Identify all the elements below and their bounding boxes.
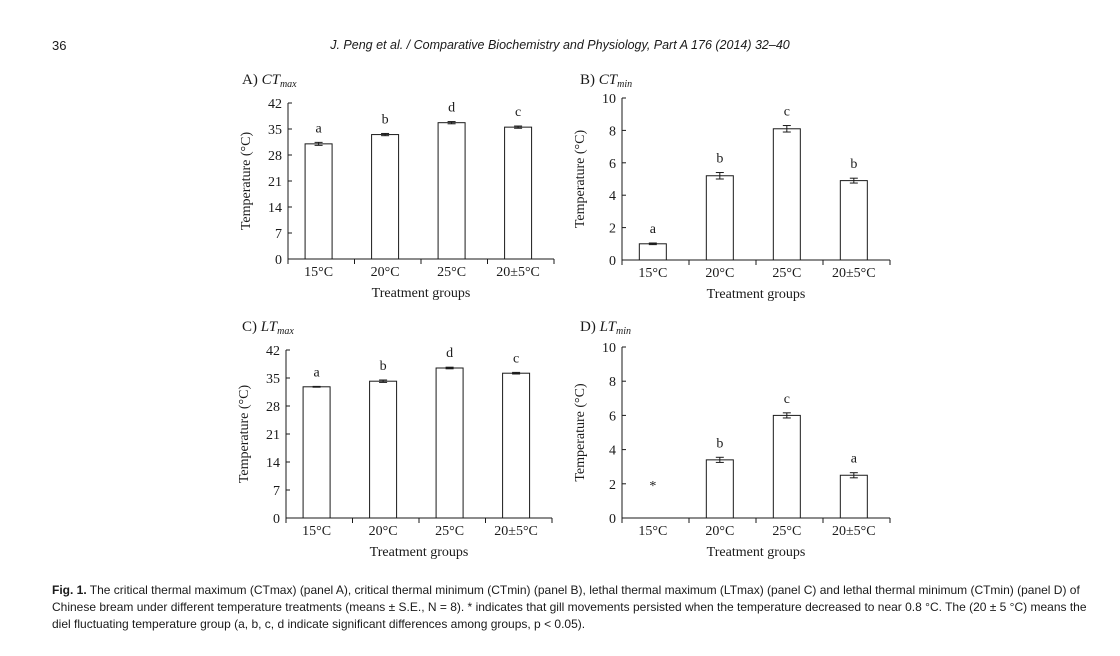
category-label: 25°C <box>435 524 464 539</box>
y-tick-label: 4 <box>609 189 616 204</box>
y-tick-label: 0 <box>609 254 616 269</box>
significance-letter: a <box>650 222 657 237</box>
y-tick-label: 6 <box>609 409 616 424</box>
bar <box>705 175 734 261</box>
caption-label: Fig. 1. <box>52 583 87 597</box>
y-tick-label: 42 <box>266 344 280 359</box>
category-label: 15°C <box>638 266 667 281</box>
category-label: 20±5°C <box>832 266 876 281</box>
bar <box>504 126 533 260</box>
bar <box>839 180 868 261</box>
bar <box>705 459 734 519</box>
category-label: 25°C <box>772 266 801 281</box>
y-tick-label: 0 <box>273 512 280 527</box>
chart-panel-2: B) CTmin 0 2 4 6 8 10 Temperature (°C) Treatment… <box>573 72 891 302</box>
y-tick-label: 35 <box>266 372 280 387</box>
significance-letter: c <box>784 392 790 407</box>
bar <box>371 134 400 260</box>
y-tick-label: 28 <box>268 149 282 164</box>
y-tick-label: 2 <box>609 222 616 237</box>
significance-letter: d <box>448 101 455 116</box>
page-number: 36 <box>52 38 67 53</box>
significance-letter: c <box>515 105 521 120</box>
bar <box>638 243 667 261</box>
y-axis-label: Temperature (°C) <box>239 132 254 231</box>
category-label: 20°C <box>371 265 400 280</box>
significance-letter: b <box>716 152 723 167</box>
panel-title: B) CTmin <box>580 72 632 90</box>
category-label: 15°C <box>304 265 333 280</box>
running-head: J. Peng et al. / Comparative Biochemistr… <box>330 38 790 52</box>
significance-letter: b <box>716 436 723 451</box>
y-tick-label: 21 <box>266 428 280 443</box>
y-tick-label: 8 <box>609 375 616 390</box>
y-tick-label: 0 <box>275 253 282 268</box>
category-label: 15°C <box>302 524 331 539</box>
bar <box>772 128 801 261</box>
bar <box>435 367 464 519</box>
bar <box>772 414 801 519</box>
x-axis-label: Treatment groups <box>370 545 469 560</box>
significance-letter: c <box>513 351 519 366</box>
category-label: 20°C <box>369 524 398 539</box>
y-tick-label: 0 <box>609 512 616 527</box>
significance-letter: b <box>850 157 857 172</box>
panel-title: A) CTmax <box>242 72 297 90</box>
significance-letter: b <box>380 359 387 374</box>
category-label: 20°C <box>705 524 734 539</box>
y-axis-label: Temperature (°C) <box>573 130 588 229</box>
caption-text: The critical thermal maximum (CTmax) (pa… <box>52 583 1087 631</box>
panel-title: D) LTmin <box>580 319 631 337</box>
chart-panel-1: A) CTmax 0 7 14 21 28 35 42 Temperature (°C) Trea… <box>239 72 555 301</box>
category-label: 15°C <box>638 524 667 539</box>
figure-caption: Fig. 1. The critical thermal maximum (CT… <box>52 582 1088 633</box>
x-axis-label: Treatment groups <box>707 545 806 560</box>
category-label: 25°C <box>437 265 466 280</box>
category-label: 25°C <box>772 524 801 539</box>
y-axis-label: Temperature (°C) <box>573 383 588 482</box>
y-axis-label: Temperature (°C) <box>237 385 252 484</box>
significance-letter: a <box>313 365 320 380</box>
bar <box>437 122 466 260</box>
y-tick-label: 6 <box>609 157 616 172</box>
category-label: 20±5°C <box>494 524 538 539</box>
y-tick-label: 7 <box>275 227 282 242</box>
panel-title: C) LTmax <box>242 319 294 337</box>
chart-panel-4: D) LTmin 0 2 4 6 8 10 Temperature (°C) Treatment… <box>573 319 891 560</box>
bar <box>502 372 531 519</box>
y-tick-label: 35 <box>268 123 282 138</box>
y-tick-label: 42 <box>268 97 282 112</box>
bar <box>369 380 398 519</box>
bar <box>302 386 331 519</box>
bar <box>839 474 868 519</box>
chart-panel-3: C) LTmax 0 7 14 21 28 35 42 Temperature (°C) Trea… <box>237 319 553 560</box>
x-axis-label: Treatment groups <box>372 286 471 301</box>
y-tick-label: 14 <box>268 201 282 216</box>
y-tick-label: 10 <box>602 92 616 107</box>
significance-letter: b <box>382 112 389 127</box>
significance-letter: * <box>649 479 656 494</box>
y-tick-label: 2 <box>609 478 616 493</box>
significance-letter: d <box>446 346 453 361</box>
y-tick-label: 10 <box>602 341 616 356</box>
significance-letter: c <box>784 105 790 120</box>
category-label: 20±5°C <box>832 524 876 539</box>
x-axis-label: Treatment groups <box>707 287 806 302</box>
significance-letter: a <box>315 121 322 136</box>
y-tick-label: 21 <box>268 175 282 190</box>
y-tick-label: 14 <box>266 456 280 471</box>
y-tick-label: 4 <box>609 444 616 459</box>
category-label: 20±5°C <box>496 265 540 280</box>
y-tick-label: 8 <box>609 124 616 139</box>
significance-letter: a <box>851 452 858 467</box>
bar <box>304 143 333 260</box>
y-tick-label: 28 <box>266 400 280 415</box>
category-label: 20°C <box>705 266 734 281</box>
y-tick-label: 7 <box>273 484 280 499</box>
